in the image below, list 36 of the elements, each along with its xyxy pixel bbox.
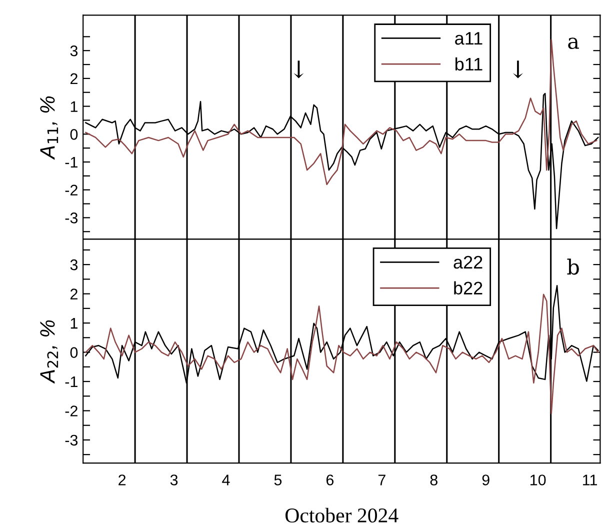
annotation: ↓ xyxy=(513,60,523,78)
y-axis-title: A$_{11}$, % xyxy=(40,96,58,160)
x-tick-label: 7 xyxy=(378,474,386,486)
x-axis-title: October 2024 xyxy=(286,508,398,523)
legend-label: a11 xyxy=(455,32,482,45)
y-tick-label: 2 xyxy=(70,73,78,84)
x-tick-label: 4 xyxy=(222,474,230,486)
y-tick-label: -2 xyxy=(65,406,78,416)
x-tick-label: 10 xyxy=(530,474,546,486)
y-tick-label: -1 xyxy=(65,157,78,168)
x-tick-label: 3 xyxy=(170,474,178,486)
legend-label: b22 xyxy=(454,281,482,295)
y-tick-label: -3 xyxy=(65,434,78,446)
x-tick-label: 2 xyxy=(118,474,126,486)
y-tick-label: -2 xyxy=(65,184,78,196)
y-tick-label: 3 xyxy=(70,259,78,270)
x-tick-label: 5 xyxy=(274,474,282,486)
x-tick-label: 9 xyxy=(482,474,490,486)
y-tick-label: -1 xyxy=(65,376,78,388)
y-tick-label: 0 xyxy=(70,347,78,358)
legend-label: b11 xyxy=(455,57,482,71)
y-tick-label: 3 xyxy=(70,45,78,56)
annotation: a xyxy=(568,38,579,50)
y-tick-label: 0 xyxy=(70,129,78,140)
y-axis-title: A$_{22}$, % xyxy=(40,320,58,384)
legend-label: a22 xyxy=(454,256,482,269)
x-tick-label: 6 xyxy=(326,474,334,486)
annotation: ↓ xyxy=(294,60,304,78)
x-tick-label: 11 xyxy=(583,474,597,486)
y-tick-label: 1 xyxy=(70,318,78,329)
y-tick-label: -3 xyxy=(65,212,78,224)
y-tick-label: 1 xyxy=(70,101,78,112)
x-tick-label: 8 xyxy=(430,474,438,486)
line-series xyxy=(85,294,599,414)
annotation: b xyxy=(567,258,579,275)
y-tick-label: 2 xyxy=(70,288,78,300)
